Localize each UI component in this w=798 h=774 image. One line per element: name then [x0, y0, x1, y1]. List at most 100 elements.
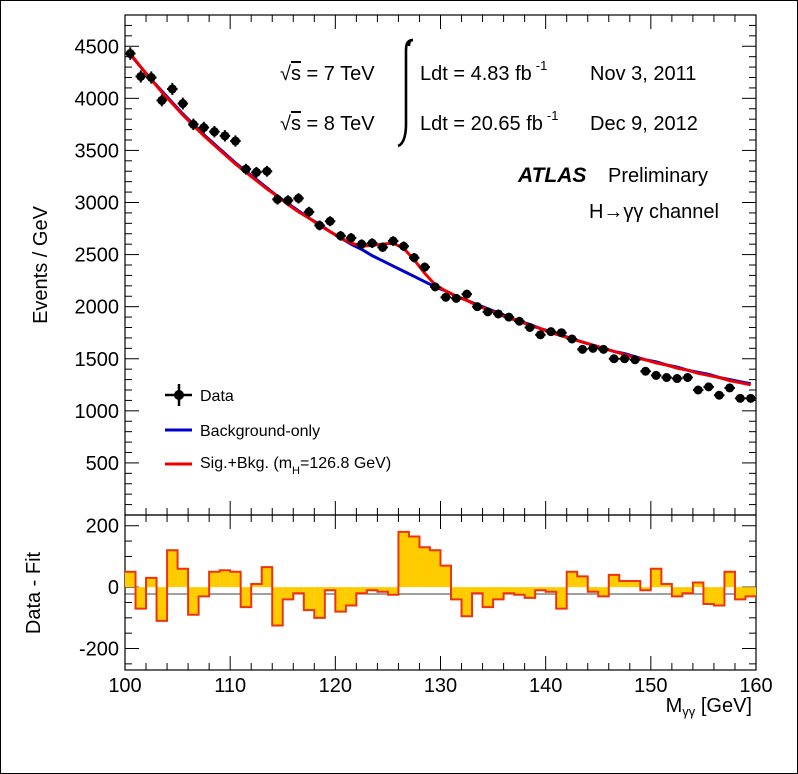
data-point: [282, 195, 294, 206]
energy-8-value: = 8 TeV: [301, 113, 375, 135]
data-point-marker: [125, 49, 135, 59]
data-point-marker: [283, 195, 293, 205]
data-point-marker: [483, 307, 493, 317]
legend-signal-text-end: =126.8 GeV): [300, 455, 391, 472]
data-point-marker: [272, 194, 282, 204]
x-axis-title-unit: [GeV]: [695, 695, 752, 717]
residual-bar: [167, 550, 178, 588]
data-point: [713, 390, 725, 400]
residual-bar: [261, 567, 273, 588]
residual-bar: [282, 587, 294, 600]
data-point: [167, 82, 178, 95]
residual-bar: [650, 568, 662, 588]
data-point-marker: [514, 316, 524, 326]
data-point: [640, 366, 651, 376]
data-point-marker: [230, 136, 240, 146]
data-point: [535, 330, 546, 340]
residual-bar: [345, 587, 357, 606]
data-point: [724, 383, 735, 393]
residual-bar: [682, 587, 693, 594]
residual-bar: [472, 587, 483, 594]
s-symbol-7: s: [291, 63, 301, 85]
residual-y-tick-label: -200: [79, 639, 119, 661]
residual-bar: [577, 576, 588, 588]
sqrt-symbol-8: √: [280, 113, 291, 135]
residual-bar: [703, 587, 714, 605]
data-point: [303, 206, 315, 217]
data-point: [398, 241, 409, 252]
data-point: [577, 344, 588, 354]
residual-bar: [198, 587, 210, 597]
residual-bar: [671, 587, 683, 597]
data-point-marker: [693, 385, 703, 395]
data-point-marker: [367, 238, 377, 248]
data-point: [219, 130, 231, 142]
main-y-tick-label: 2000: [75, 297, 120, 319]
data-point: [461, 289, 473, 299]
main-panel-frame: [124, 14, 757, 516]
residual-bar: [451, 587, 462, 600]
data-point: [261, 165, 273, 177]
data-point-marker: [577, 344, 587, 354]
residual-bar: [734, 587, 746, 600]
data-point-marker: [714, 390, 724, 400]
date-8-label: Dec 9, 2012: [590, 113, 698, 135]
data-point: [524, 323, 536, 332]
main-y-tick-label: 4000: [75, 88, 120, 110]
data-point-marker: [641, 366, 651, 376]
energy-8-label: √s = 8 TeV: [280, 113, 375, 135]
residual-bar: [135, 587, 147, 609]
residual-bar: [314, 587, 325, 618]
data-point-marker: [546, 327, 556, 337]
residual-bar: [629, 580, 641, 588]
data-point-marker: [251, 167, 261, 177]
x-axis-title-subscript: γγ: [682, 704, 696, 719]
residual-bar: [692, 582, 704, 588]
data-points: [125, 47, 756, 403]
data-point-marker: [662, 373, 672, 382]
residual-bar: [535, 587, 546, 591]
data-point-marker: [441, 292, 451, 302]
data-point-marker: [420, 262, 430, 272]
legend-signal-subscript: H: [292, 465, 300, 477]
residual-y-tick-label: 0: [108, 577, 119, 599]
data-point-marker: [472, 302, 482, 312]
residual-bar: [240, 587, 252, 608]
residual-bar: [356, 587, 367, 594]
x-tick-label: 160: [739, 675, 772, 697]
data-point: [514, 316, 525, 326]
data-point: [345, 233, 357, 243]
data-point-marker: [651, 370, 661, 380]
residual-bar: [188, 587, 199, 615]
data-point: [324, 216, 336, 227]
data-point: [366, 238, 378, 248]
data-point-marker: [157, 95, 167, 105]
data-point: [125, 47, 136, 60]
residual-bar: [251, 584, 262, 588]
data-point: [566, 334, 578, 344]
data-point-marker: [399, 241, 409, 251]
data-point-marker: [188, 119, 198, 129]
sqrt-symbol-7: √: [280, 63, 291, 85]
data-point-marker: [620, 354, 630, 364]
data-point: [545, 327, 557, 337]
luminosity-7-label: Ldt = 4.83 fb -1: [420, 58, 547, 85]
residual-bar: [440, 565, 452, 588]
residual-bar: [493, 587, 504, 600]
data-point: [251, 166, 262, 178]
data-point: [209, 125, 220, 138]
date-7-label: Nov 3, 2011: [590, 63, 696, 85]
data-point-marker: [535, 330, 545, 340]
data-point-marker: [451, 293, 461, 303]
residual-panel-frame: [124, 514, 757, 671]
data-point: [156, 94, 168, 107]
data-point-marker: [609, 354, 619, 364]
residual-bar: [219, 570, 231, 588]
x-tick-label: 150: [634, 675, 667, 697]
energy-7-value: = 7 TeV: [301, 63, 375, 85]
residual-bar: [503, 587, 515, 594]
data-point: [293, 193, 304, 204]
residual-bar: [556, 587, 567, 609]
data-point-marker: [167, 84, 177, 94]
